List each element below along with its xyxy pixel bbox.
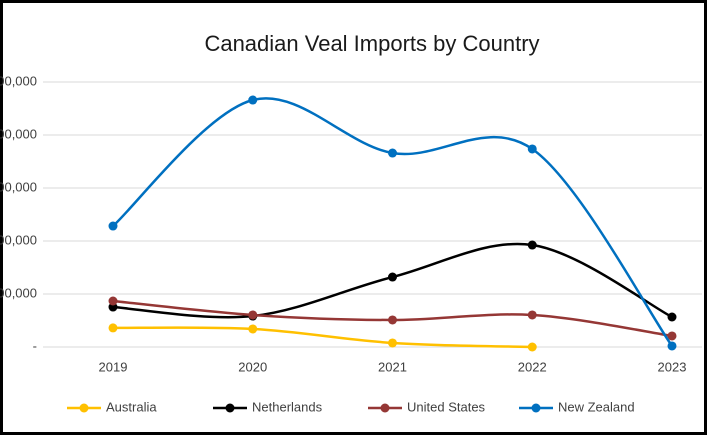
y-tick-label: 1,000,000 [0, 232, 37, 247]
data-point [667, 341, 677, 351]
data-point [248, 310, 258, 320]
data-point [388, 148, 397, 158]
data-point [527, 342, 537, 352]
legend-swatch-dot [79, 403, 89, 413]
data-point [108, 221, 118, 231]
series-line [112, 326, 533, 349]
data-point [108, 323, 118, 333]
x-tick-label: 2020 [238, 359, 267, 374]
x-tick-label: 2022 [518, 359, 547, 374]
data-point [388, 315, 397, 325]
y-tick-label: 2,000,000 [0, 126, 37, 141]
legend-label: New Zealand [558, 399, 635, 414]
data-point [667, 331, 677, 341]
data-point [527, 240, 537, 250]
data-point [667, 312, 677, 322]
data-point [527, 310, 537, 320]
legend-swatch-dot [380, 403, 390, 413]
data-point [108, 296, 118, 306]
legend-label: Australia [106, 399, 157, 414]
y-tick-label: 500,000 [0, 285, 37, 300]
data-point [248, 95, 258, 105]
legend-label: Netherlands [252, 399, 323, 414]
data-point [527, 144, 537, 154]
y-tick-label: - [33, 338, 37, 353]
data-point [388, 272, 397, 282]
legend-swatch-dot [531, 403, 541, 413]
chart-title: Canadian Veal Imports by Country [204, 31, 539, 56]
y-tick-label: 1,500,000 [0, 179, 37, 194]
legend-swatch-dot [225, 403, 235, 413]
legend-label: United States [407, 399, 486, 414]
data-point [248, 324, 258, 334]
y-tick-label: 2,500,000 [0, 73, 37, 88]
data-point [388, 338, 397, 348]
x-tick-label: 2023 [658, 359, 687, 374]
x-tick-label: 2021 [378, 359, 407, 374]
x-tick-label: 2019 [99, 359, 128, 374]
